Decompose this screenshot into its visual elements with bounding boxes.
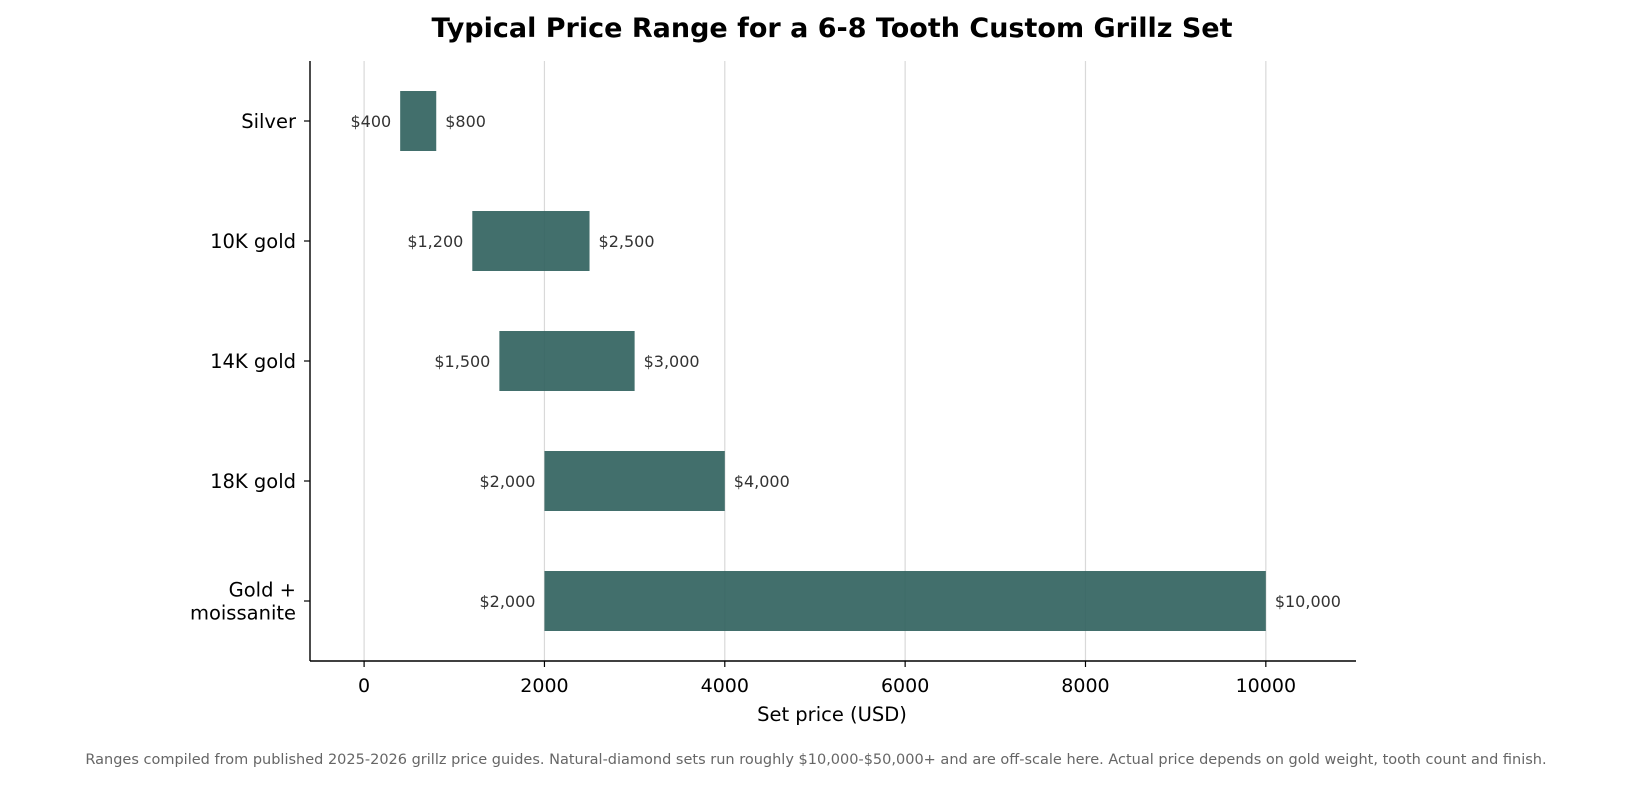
- x-tick-label: 8000: [1061, 675, 1109, 697]
- high-value-label: $4,000: [734, 472, 790, 491]
- high-value-label: $3,000: [644, 352, 700, 371]
- chart-title: Typical Price Range for a 6-8 Tooth Cust…: [431, 13, 1232, 44]
- low-value-label: $400: [350, 112, 391, 131]
- x-tick-label: 4000: [701, 675, 749, 697]
- high-value-label: $10,000: [1275, 592, 1341, 611]
- bars: [400, 91, 1266, 631]
- low-value-label: $1,500: [434, 352, 490, 371]
- x-axis-label: Set price (USD): [757, 703, 907, 726]
- category-label: Silver: [241, 110, 297, 133]
- x-tick-label: 0: [358, 675, 370, 697]
- x-tick-label: 6000: [881, 675, 929, 697]
- high-value-label: $800: [445, 112, 486, 131]
- range-bar: [472, 211, 590, 271]
- x-tick-label: 10000: [1236, 675, 1296, 697]
- x-tick-label: 2000: [520, 675, 568, 697]
- low-value-label: $2,000: [479, 592, 535, 611]
- footnote: Ranges compiled from published 2025-2026…: [85, 752, 1546, 768]
- axes: 0 2000 4000 6000 8000 10000 Silver 10K gold 14K …: [190, 61, 1356, 697]
- category-label: 10K gold: [210, 230, 296, 253]
- low-value-label: $1,200: [407, 232, 463, 251]
- data-labels: $400 $800 $1,200 $2,500 $1,500 $3,000 $2,000 $4…: [350, 112, 1341, 611]
- range-bar: [400, 91, 437, 151]
- range-bar: [499, 331, 635, 391]
- low-value-label: $2,000: [479, 472, 535, 491]
- range-bar: [544, 451, 725, 511]
- high-value-label: $2,500: [599, 232, 655, 251]
- category-label: 14K gold: [210, 350, 296, 373]
- category-label: Gold + moissanite: [190, 579, 296, 625]
- category-label: 18K gold: [210, 470, 296, 493]
- grid-lines: [363, 61, 1267, 661]
- range-bar: [544, 571, 1266, 631]
